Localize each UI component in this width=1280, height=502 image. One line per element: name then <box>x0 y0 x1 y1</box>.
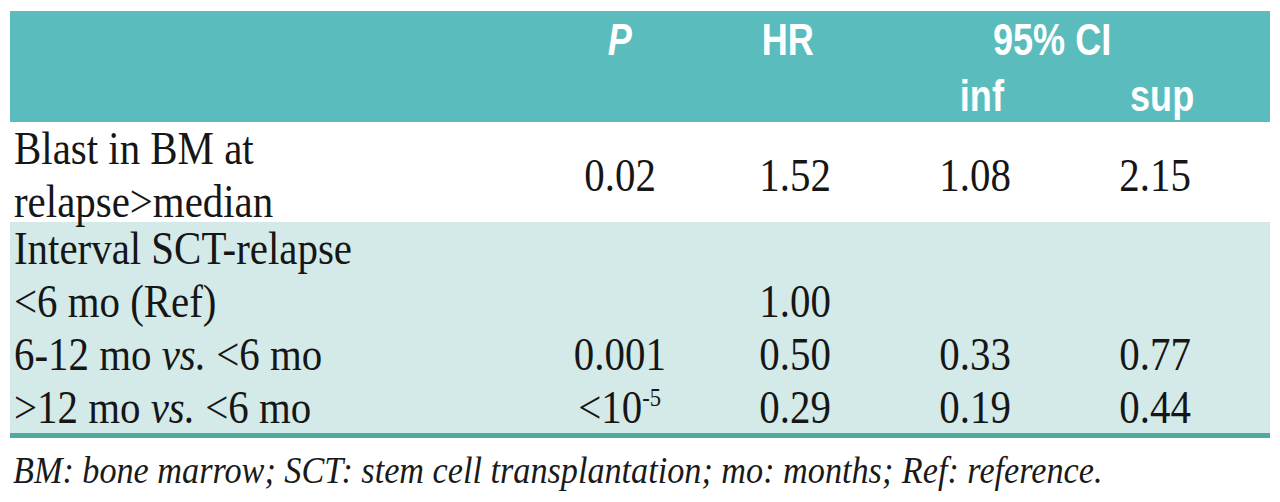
row-label: <6 mo (Ref) <box>14 275 216 327</box>
table-section-interval: Interval SCT-relapse <6 mo (Ref) 1.00 <box>10 222 1270 433</box>
row-label-cell: Blast in BM at relapse>median <box>10 122 560 228</box>
table: P HR 95% CI inf sup <box>10 11 1270 493</box>
p-value: 0.001 <box>574 328 666 380</box>
ci-inf-value: 1.08 <box>939 149 1011 202</box>
hr-value: 0.50 <box>759 328 831 380</box>
ci-column-header: 95% CI <box>993 18 1111 62</box>
row-label: 6-12 mo vs. <6 mo <box>14 328 322 380</box>
ci-sup-cell: 0.77 <box>1040 328 1270 380</box>
row-label-pre: >12 mo <box>14 381 151 433</box>
row-label-post: <6 mo <box>206 328 322 380</box>
row-label-cell: 6-12 mo vs. <6 mo <box>10 328 560 380</box>
hr-column-header: HR <box>762 18 814 62</box>
header-cell-p: P <box>560 18 680 62</box>
top-margin <box>0 0 1280 11</box>
table-row-6-12mo: 6-12 mo vs. <6 mo 0.001 0.50 0.33 0.77 <box>10 328 1270 381</box>
ci-inf-cell: 0.19 <box>910 381 1040 433</box>
p-value-exponent: -5 <box>643 383 662 412</box>
p-value: <10-5 <box>579 381 662 433</box>
row-label-post: <6 mo <box>195 381 311 433</box>
p-column-header: P <box>608 18 632 62</box>
ci-inf-cell: 1.08 <box>910 149 1040 202</box>
ci-sup-value: 2.15 <box>1119 149 1191 202</box>
p-value-cell: <10-5 <box>560 381 680 433</box>
header-row-sub: inf sup <box>10 69 1270 122</box>
ci-sup-subheader: sup <box>1130 74 1194 118</box>
table-header: P HR 95% CI inf sup <box>10 11 1270 122</box>
hr-value-cell: 0.50 <box>680 328 910 380</box>
hr-value: 1.52 <box>759 149 831 202</box>
p-value-cell: 0.02 <box>560 149 680 202</box>
group-label: Interval SCT-relapse <box>14 222 352 274</box>
header-cell-hr: HR <box>680 18 910 62</box>
table-row-interval-group: Interval SCT-relapse <box>10 222 1270 275</box>
ci-inf-value: 0.19 <box>939 381 1011 433</box>
ci-inf-subheader: inf <box>960 74 1004 118</box>
table-bottom-rule <box>10 433 1270 438</box>
footnote-text: BM: bone marrow; SCT: stem cell transpla… <box>13 447 1102 493</box>
ci-sup-value: 0.44 <box>1119 381 1191 433</box>
row-label-vs: vs. <box>162 328 206 380</box>
header-row-main: P HR 95% CI <box>10 11 1270 69</box>
row-label-cell: Interval SCT-relapse <box>10 222 560 274</box>
table-row-ref: <6 mo (Ref) 1.00 <box>10 275 1270 328</box>
hr-value-cell: 1.52 <box>680 149 910 202</box>
ci-sup-value: 0.77 <box>1119 328 1191 380</box>
row-label-cell: >12 mo vs. <6 mo <box>10 381 560 433</box>
row-label: Blast in BM at relapse>median <box>14 122 489 228</box>
ci-sup-cell: 2.15 <box>1040 149 1270 202</box>
row-label-vs: vs. <box>151 381 195 433</box>
table-footnote: BM: bone marrow; SCT: stem cell transpla… <box>10 447 1270 493</box>
header-cell-ci: 95% CI <box>910 18 1270 62</box>
hr-value-cell: 0.29 <box>680 381 910 433</box>
row-label-cell: <6 mo (Ref) <box>10 275 560 327</box>
hr-value: 1.00 <box>759 275 831 327</box>
p-value: 0.02 <box>584 149 656 202</box>
table-row-blast: Blast in BM at relapse>median 0.02 1.52 … <box>10 122 1270 222</box>
p-value-base: <10 <box>579 381 643 433</box>
p-value-cell: 0.001 <box>560 328 680 380</box>
ci-inf-cell: 0.33 <box>910 328 1040 380</box>
ci-sup-cell: 0.44 <box>1040 381 1270 433</box>
ci-inf-value: 0.33 <box>939 328 1011 380</box>
row-label-pre: 6-12 mo <box>14 328 162 380</box>
header-cell-ci-sup: sup <box>1040 74 1270 118</box>
cox-regression-table-figure: P HR 95% CI inf sup <box>0 0 1280 502</box>
hr-value-cell: 1.00 <box>680 275 910 327</box>
hr-value: 0.29 <box>759 381 831 433</box>
table-row-gt12mo: >12 mo vs. <6 mo <10-5 0.29 0.19 0.44 <box>10 380 1270 433</box>
header-cell-ci-inf: inf <box>910 74 1040 118</box>
row-label: >12 mo vs. <6 mo <box>14 381 311 433</box>
